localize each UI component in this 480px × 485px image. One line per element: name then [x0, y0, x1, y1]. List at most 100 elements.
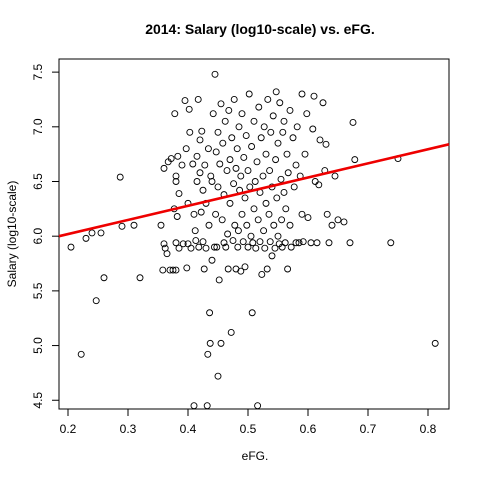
chart-title: 2014: Salary (log10-scale) vs. eFG. — [145, 21, 375, 37]
data-point — [88, 229, 96, 237]
data-point — [270, 221, 278, 229]
data-point — [220, 239, 228, 247]
y-tick-label: 7.5 — [31, 63, 45, 80]
data-point — [200, 265, 208, 273]
data-point — [224, 265, 232, 273]
data-point — [217, 339, 225, 347]
y-tick-label: 5.5 — [31, 282, 45, 299]
data-point — [315, 181, 323, 189]
data-point — [226, 199, 234, 207]
y-tick-label: 7.0 — [31, 118, 45, 135]
data-point — [181, 97, 189, 105]
data-point — [224, 230, 232, 238]
data-point — [259, 172, 267, 180]
data-point — [190, 210, 198, 218]
data-point — [349, 118, 357, 126]
data-point — [192, 237, 200, 245]
regression-line — [58, 143, 450, 238]
data-point — [157, 221, 165, 229]
data-point — [278, 216, 286, 224]
data-point — [262, 150, 270, 158]
data-point — [250, 117, 258, 125]
data-point — [182, 145, 190, 153]
data-point — [206, 339, 214, 347]
data-point — [245, 90, 253, 98]
data-point — [229, 237, 237, 245]
data-point — [257, 134, 265, 142]
data-point — [194, 96, 202, 103]
data-point — [292, 239, 300, 247]
data-point — [214, 372, 222, 380]
data-point — [262, 199, 270, 207]
data-point — [238, 110, 246, 118]
data-point — [387, 239, 395, 247]
data-point — [258, 271, 266, 278]
y-tick-label: 4.5 — [31, 392, 45, 409]
data-point — [272, 156, 280, 164]
x-tick-label: 0.8 — [420, 422, 437, 436]
data-point — [193, 152, 201, 160]
data-point — [243, 221, 251, 229]
data-point — [199, 186, 207, 194]
data-point — [169, 266, 177, 274]
data-point — [82, 234, 90, 242]
data-point — [313, 239, 321, 247]
data-point — [118, 222, 126, 230]
data-point — [239, 238, 247, 246]
data-point — [287, 243, 295, 251]
data-point — [221, 117, 229, 125]
data-point — [264, 96, 272, 103]
data-point — [195, 243, 203, 251]
data-point — [209, 110, 217, 118]
data-point — [208, 256, 216, 264]
data-point — [175, 190, 183, 197]
data-point — [238, 210, 246, 218]
data-point — [346, 239, 354, 247]
x-axis: 0.2 0.3 0.4 0.5 0.6 0.7 0.8 — [60, 408, 437, 436]
data-point — [186, 128, 194, 136]
data-point — [290, 183, 298, 191]
data-point — [255, 103, 263, 111]
data-point — [263, 265, 271, 273]
data-point — [172, 239, 180, 247]
data-point — [273, 194, 281, 202]
data-point — [261, 244, 269, 252]
data-point — [207, 172, 215, 180]
data-point — [196, 136, 204, 144]
data-point — [248, 309, 256, 317]
data-point — [244, 243, 252, 251]
data-point — [208, 178, 216, 185]
data-point — [279, 128, 287, 136]
data-point — [225, 106, 233, 114]
y-axis: 4.5 5.0 5.5 6.0 6.5 7.0 7.5 — [31, 63, 60, 409]
data-point — [77, 350, 85, 358]
x-tick-label: 0.7 — [360, 422, 377, 436]
data-point — [201, 161, 209, 169]
data-point — [199, 238, 207, 246]
x-tick-label: 0.2 — [60, 422, 77, 436]
x-axis-label: eFG. — [242, 449, 269, 463]
data-point — [172, 178, 180, 185]
data-point — [251, 178, 259, 185]
data-point — [100, 274, 108, 282]
data-point — [334, 216, 342, 224]
data-point — [191, 227, 199, 235]
x-tick-label: 0.4 — [180, 422, 197, 436]
data-point — [130, 221, 138, 229]
y-tick-label: 5.0 — [31, 337, 45, 354]
data-point — [204, 350, 212, 358]
data-point — [319, 99, 327, 107]
data-point — [280, 117, 288, 125]
data-point — [206, 309, 214, 317]
data-point — [193, 178, 201, 185]
data-point — [267, 128, 275, 136]
y-axis-label: Salary (log10-scale) — [5, 181, 19, 288]
data-point — [331, 172, 339, 180]
data-point — [217, 100, 225, 108]
x-tick-label: 0.3 — [120, 422, 137, 436]
data-point — [232, 164, 240, 172]
data-point — [286, 106, 294, 114]
data-points — [67, 70, 439, 410]
data-point — [185, 105, 193, 113]
